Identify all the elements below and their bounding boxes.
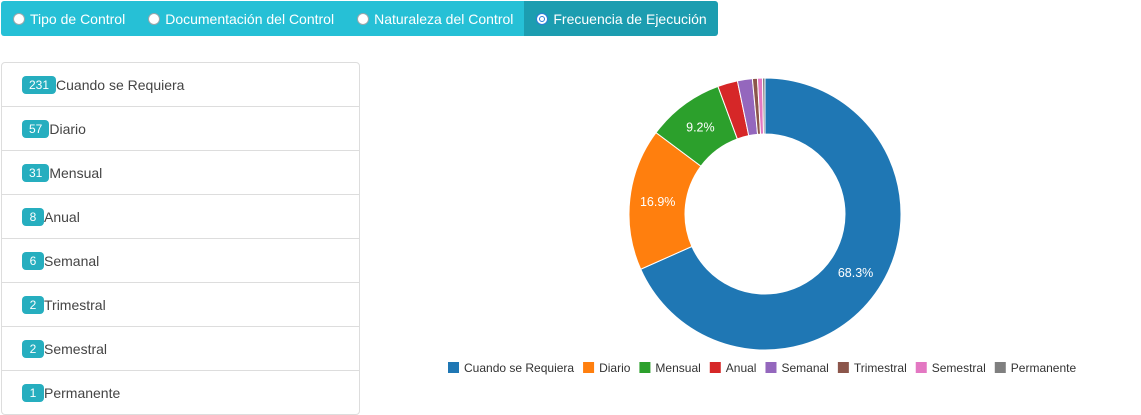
donut-chart: 68.3% 16.9% 9.2% Cuando se Requiera Diario Me… bbox=[380, 40, 1140, 415]
legend-swatch bbox=[994, 362, 1006, 373]
legend-item-semestral[interactable]: Semestral bbox=[915, 361, 986, 375]
list-item-label: Semestral bbox=[44, 340, 108, 357]
legend-label: Semestral bbox=[932, 361, 986, 375]
tab-label: Frecuencia de Ejecución bbox=[553, 10, 707, 27]
count-badge: 2 bbox=[22, 339, 44, 358]
list-item-semestral[interactable]: 2 Semestral bbox=[2, 327, 359, 371]
tab-tipo-de-control[interactable]: Tipo de Control bbox=[1, 1, 137, 36]
tab-documentacion-del-control[interactable]: Documentación del Control bbox=[136, 1, 346, 36]
radio-icon[interactable] bbox=[148, 12, 161, 25]
legend-swatch bbox=[709, 362, 721, 373]
donut-chart-svg: 68.3% 16.9% 9.2% Cuando se Requiera Diario Me… bbox=[448, 77, 1077, 375]
list-item-label: Anual bbox=[44, 208, 80, 225]
legend-item-permanente[interactable]: Permanente bbox=[994, 361, 1077, 375]
count-badge: 2 bbox=[22, 295, 44, 314]
list-item-diario[interactable]: 57 Diario bbox=[2, 107, 359, 151]
donut-slice-permanente[interactable] bbox=[761, 77, 766, 135]
legend-label: Cuando se Requiera bbox=[464, 361, 574, 375]
tab-label: Tipo de Control bbox=[30, 10, 126, 27]
legend-swatch bbox=[583, 362, 595, 373]
legend-item-trimestral[interactable]: Trimestral bbox=[837, 361, 907, 375]
list-item-label: Cuando se Requiera bbox=[56, 76, 185, 93]
list-item-label: Trimestral bbox=[44, 296, 106, 313]
legend-swatch bbox=[765, 362, 777, 373]
legend-swatch bbox=[837, 362, 849, 373]
tab-naturaleza-del-control[interactable]: Naturaleza del Control bbox=[345, 1, 525, 36]
count-badge: 31 bbox=[22, 163, 50, 182]
tab-frecuencia-de-ejecucion[interactable]: Frecuencia de Ejecución bbox=[524, 1, 718, 36]
count-badge: 1 bbox=[22, 384, 44, 402]
list-item-label: Diario bbox=[49, 120, 86, 137]
legend-label: Mensual bbox=[655, 361, 700, 375]
legend-label: Trimestral bbox=[854, 361, 907, 375]
legend-item-cuando-se-requiera[interactable]: Cuando se Requiera bbox=[448, 361, 574, 375]
legend-item-semanal[interactable]: Semanal bbox=[765, 361, 829, 375]
radio-selected-icon[interactable] bbox=[536, 12, 549, 25]
legend-label: Permanente bbox=[1011, 361, 1077, 375]
legend-label: Diario bbox=[599, 361, 631, 375]
list-item-label: Semanal bbox=[44, 252, 100, 269]
legend-swatch bbox=[915, 362, 927, 373]
slice-percent-label: 68.3% bbox=[838, 266, 873, 280]
legend-item-diario[interactable]: Diario bbox=[583, 361, 631, 375]
legend-item-anual[interactable]: Anual bbox=[709, 361, 757, 375]
legend-swatch bbox=[448, 362, 459, 373]
legend-label: Semanal bbox=[781, 361, 828, 375]
tab-label: Documentación del Control bbox=[165, 10, 335, 27]
slice-percent-label: 16.9% bbox=[640, 195, 675, 209]
list-item-permanente[interactable]: 1 Permanente bbox=[2, 371, 359, 415]
tab-label: Naturaleza del Control bbox=[374, 10, 514, 27]
list-item-anual[interactable]: 8 Anual bbox=[2, 195, 359, 239]
radio-icon[interactable] bbox=[13, 12, 25, 25]
legend-label: Anual bbox=[726, 361, 757, 375]
list-item-mensual[interactable]: 31 Mensual bbox=[2, 151, 359, 195]
list-item-semanal[interactable]: 6 Semanal bbox=[2, 239, 359, 283]
radio-icon[interactable] bbox=[357, 12, 370, 25]
count-badge: 8 bbox=[22, 207, 44, 226]
legend-item-mensual[interactable]: Mensual bbox=[639, 361, 701, 375]
list-item-label: Permanente bbox=[44, 385, 121, 401]
tab-bar: Tipo de Control Documentación del Contro… bbox=[1, 1, 718, 36]
count-badge: 6 bbox=[22, 251, 44, 270]
slice-percent-label: 9.2% bbox=[686, 120, 715, 134]
list-item-cuando-se-requiera[interactable]: 231 Cuando se Requiera bbox=[2, 63, 359, 107]
donut-slice-cuando-se-requiera[interactable] bbox=[640, 77, 902, 351]
frequency-list: 231 Cuando se Requiera 57 Diario 31 Mens… bbox=[1, 62, 360, 415]
list-item-label: Mensual bbox=[49, 164, 103, 181]
count-badge: 231 bbox=[22, 75, 57, 94]
list-item-trimestral[interactable]: 2 Trimestral bbox=[2, 283, 359, 327]
count-badge: 57 bbox=[22, 119, 50, 138]
legend-swatch bbox=[639, 362, 651, 373]
